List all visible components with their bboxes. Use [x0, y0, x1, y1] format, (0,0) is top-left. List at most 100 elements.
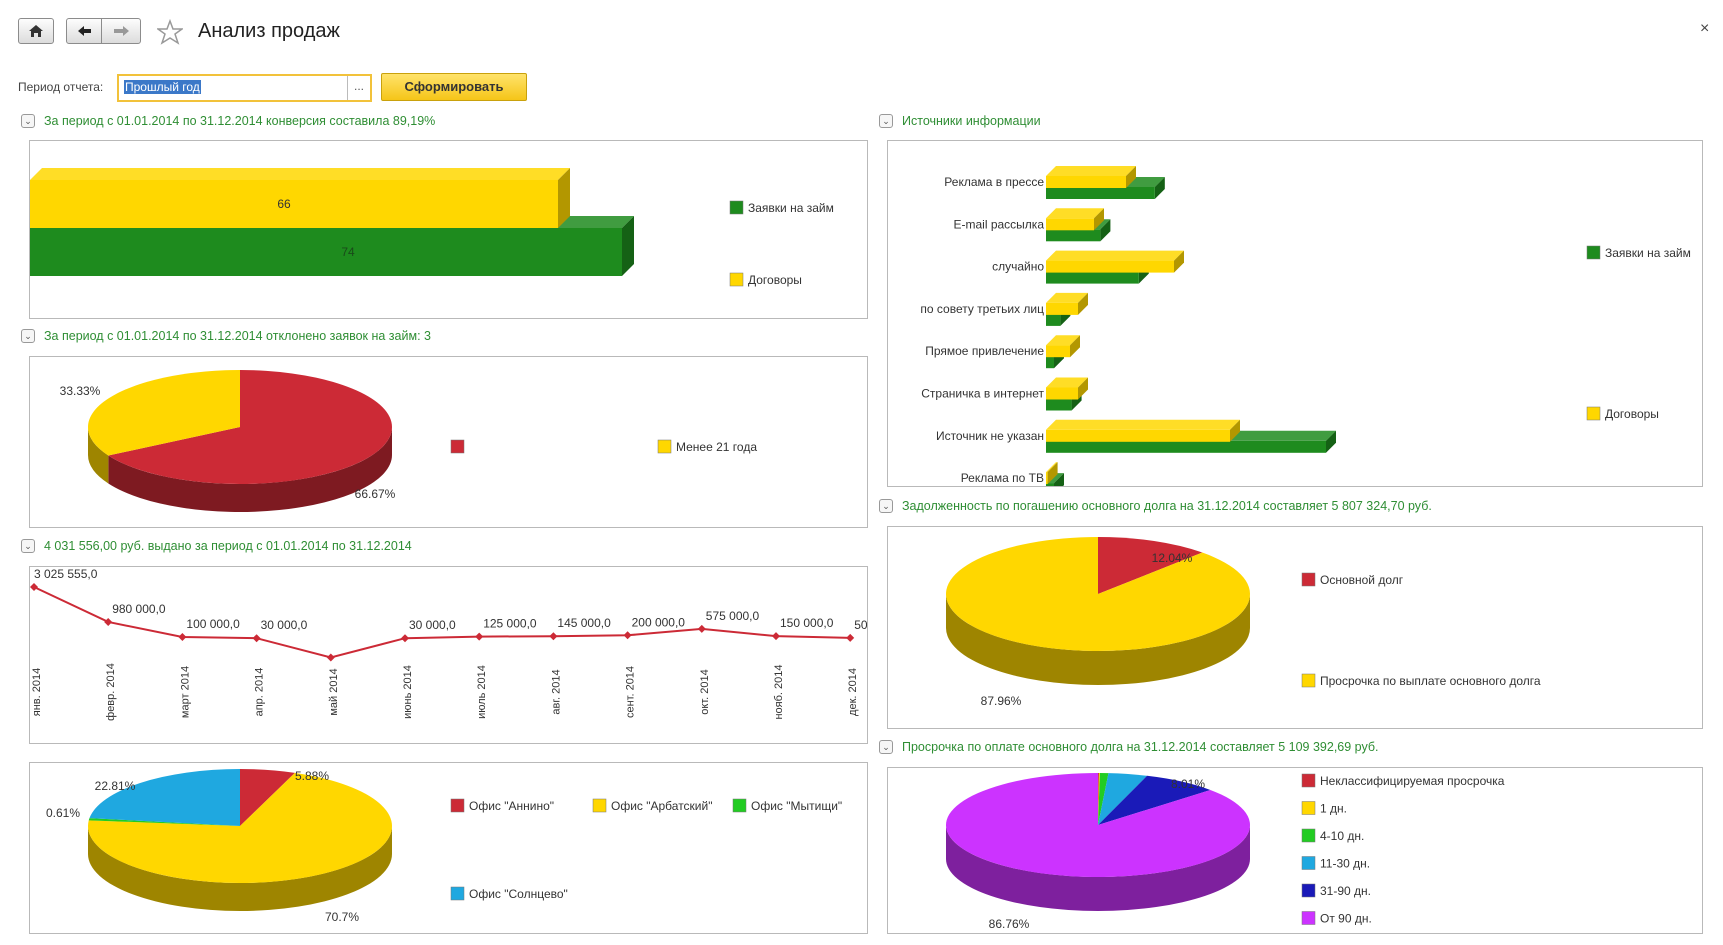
bar-sources-applications-1 — [1046, 229, 1101, 242]
pie-debt-slice-1 — [946, 537, 1250, 651]
legend-debt-0-label: Основной долг — [1320, 573, 1404, 587]
section-issued-header[interactable]: 4 031 556,00 руб. выдано за период с 01.… — [44, 539, 412, 553]
line-issued-value-1: 980 000,0 — [112, 602, 166, 616]
legend-debt-1-label: Просрочка по выплате основного долга — [1320, 674, 1541, 688]
line-issued-point-4 — [326, 653, 335, 662]
section-overdue-header[interactable]: Просрочка по оплате основного долга на 3… — [902, 740, 1379, 754]
pie-debt-label-1: 87.96% — [981, 694, 1022, 708]
home-button[interactable] — [18, 18, 54, 44]
line-issued-point-10 — [772, 632, 780, 641]
back-button[interactable] — [66, 18, 102, 44]
line-issued-value-8: 200 000,0 — [632, 615, 686, 629]
pie-offices-slice-2 — [88, 818, 240, 826]
legend-offices-0-swatch — [450, 798, 465, 813]
collapse-conversion-toggle[interactable]: ⌄ — [21, 114, 35, 128]
issued-line-chart: 3 025 555,0 янв. 2014 980 000,0 февр. 2014 1… — [30, 567, 901, 721]
section-rejected-header[interactable]: За период с 01.01.2014 по 31.12.2014 отк… — [44, 329, 431, 343]
line-issued-xtick-2: март 2014 — [179, 666, 191, 718]
section-debt-header[interactable]: Задолженность по погашению основного дол… — [902, 499, 1432, 513]
bar-sources-contracts-2-top — [1046, 250, 1184, 261]
legend-conversion-applications-label: Заявки на займ — [748, 201, 834, 215]
legend-overdue-5-swatch — [1301, 911, 1316, 925]
collapse-issued-toggle[interactable]: ⌄ — [21, 539, 35, 553]
rejected-pie-chart: 66.67% 33.33% Менее 21 года — [60, 370, 757, 512]
legend-offices-2-swatch — [732, 798, 747, 813]
legend-overdue-4-swatch — [1301, 883, 1316, 898]
bar-sources-applications-3 — [1046, 313, 1061, 326]
period-select-button[interactable]: ... — [347, 76, 370, 100]
line-issued-value-10: 150 000,0 — [780, 616, 834, 630]
legend-sources-contracts-swatch — [1586, 406, 1601, 421]
collapse-debt-toggle[interactable]: ⌄ — [879, 499, 893, 513]
bar-sources-category-6: Источник не указан — [936, 429, 1044, 443]
legend-sources-contracts-label: Договоры — [1605, 407, 1659, 421]
line-issued-value-5: 30 000,0 — [409, 618, 456, 632]
bar-sources-contracts-5-top — [1046, 377, 1088, 388]
bar-sources-category-0: Реклама в прессе — [944, 175, 1044, 189]
bar-sources-contracts-1-top — [1046, 208, 1104, 219]
legend-offices-0-label: Офис "Аннино" — [469, 799, 554, 813]
pie-debt-slice-1-side — [946, 594, 1250, 685]
line-issued-point-6 — [475, 632, 484, 641]
forward-button[interactable] — [101, 18, 141, 44]
arrow-left-icon — [78, 26, 91, 36]
line-issued-point-9 — [697, 624, 706, 633]
line-issued-xtick-7: авг. 2014 — [550, 669, 562, 714]
line-issued-xtick-8: сент. 2014 — [625, 666, 637, 718]
pie-overdue-slice-4 — [1098, 775, 1211, 825]
line-issued-xtick-6: июль 2014 — [476, 665, 488, 719]
line-issued-value-2: 100 000,0 — [186, 617, 240, 631]
section-conversion-header[interactable]: За период с 01.01.2014 по 31.12.2014 кон… — [44, 114, 436, 128]
collapse-rejected-toggle[interactable]: ⌄ — [21, 329, 35, 343]
bar-sources-applications-0-side — [1154, 177, 1165, 199]
line-issued-point-8 — [623, 631, 632, 640]
star-icon[interactable] — [157, 19, 183, 45]
bar-sources-contracts-2-side — [1174, 250, 1184, 273]
line-issued-point-11 — [846, 633, 855, 642]
bar-sources-applications-6-side — [1326, 430, 1336, 453]
sources-bar-chart: Реклама в прессе E-mail рассылка случайно п… — [920, 166, 1691, 496]
pie-offices-label-0: 5.88% — [295, 769, 329, 783]
period-label: Период отчета: — [18, 80, 104, 94]
bar-sources-applications-2 — [1046, 271, 1139, 284]
collapse-sources-toggle[interactable]: ⌄ — [879, 114, 893, 128]
pie-offices-slice-0 — [240, 769, 295, 826]
bar-sources-contracts-5 — [1046, 387, 1078, 400]
section-sources-header[interactable]: Источники информации — [902, 114, 1041, 128]
pie-overdue-slice-3 — [1098, 773, 1148, 825]
legend-overdue-4-label: 31-90 дн. — [1320, 884, 1371, 898]
sources-chart-panel: Реклама в прессе E-mail рассылка случайно п… — [887, 140, 1703, 496]
bar-sources-contracts-6-top — [1046, 419, 1240, 430]
bar-sources-contracts-3-top — [1046, 292, 1088, 303]
line-issued-xtick-3: апр. 2014 — [254, 668, 266, 717]
pie-overdue-slice-5-side — [946, 825, 1250, 911]
bar-sources-category-5: Страничка в интернет — [921, 387, 1044, 401]
overdue-pie-chart: 8.01% 86.76% Неклассифицируемая просрочка 1… — [946, 773, 1505, 931]
line-issued-value-7: 145 000,0 — [557, 616, 611, 630]
pie-offices-label-2: 0.61% — [46, 806, 80, 820]
close-icon[interactable]: × — [1700, 20, 1710, 37]
pie-offices-slice-1 — [87, 772, 392, 883]
bar-sources-contracts-0-top — [1046, 166, 1136, 176]
bar-sources-applications-4 — [1046, 356, 1054, 369]
debt-pie-chart: 12.04% 87.96% Основной долг Просрочка по вы… — [946, 537, 1541, 708]
conversion-chart-panel: 66 74 Заявки на займ Договоры — [29, 140, 868, 319]
legend-overdue-1-swatch — [1301, 801, 1316, 815]
collapse-overdue-toggle[interactable]: ⌄ — [879, 740, 893, 754]
generate-button[interactable]: Сформировать — [381, 73, 527, 101]
bar-sources-category-3: по совету третьих лиц — [920, 302, 1044, 316]
bar-sources-contracts-1-side — [1094, 208, 1104, 231]
bar-sources-contracts-4 — [1046, 345, 1070, 358]
line-issued-xtick-9: окт. 2014 — [699, 669, 711, 714]
bar-sources-category-1: E-mail рассылка — [954, 217, 1045, 231]
pie-offices-label-1: 70.7% — [325, 910, 359, 924]
bar-conversion-applications — [30, 228, 622, 276]
pie-rejected-slice-0 — [108, 370, 393, 484]
legend-overdue-2-swatch — [1301, 828, 1316, 843]
pie-offices-label-3: 22.81% — [95, 779, 136, 793]
legend-overdue-3-swatch — [1301, 856, 1316, 870]
debt-chart-panel: 12.04% 87.96% Основной долг Просрочка по вы… — [887, 526, 1703, 729]
bar-sources-contracts-1 — [1046, 218, 1094, 231]
legend-overdue-0-swatch — [1301, 773, 1316, 788]
period-field[interactable]: Прошлый год ... — [117, 74, 372, 102]
